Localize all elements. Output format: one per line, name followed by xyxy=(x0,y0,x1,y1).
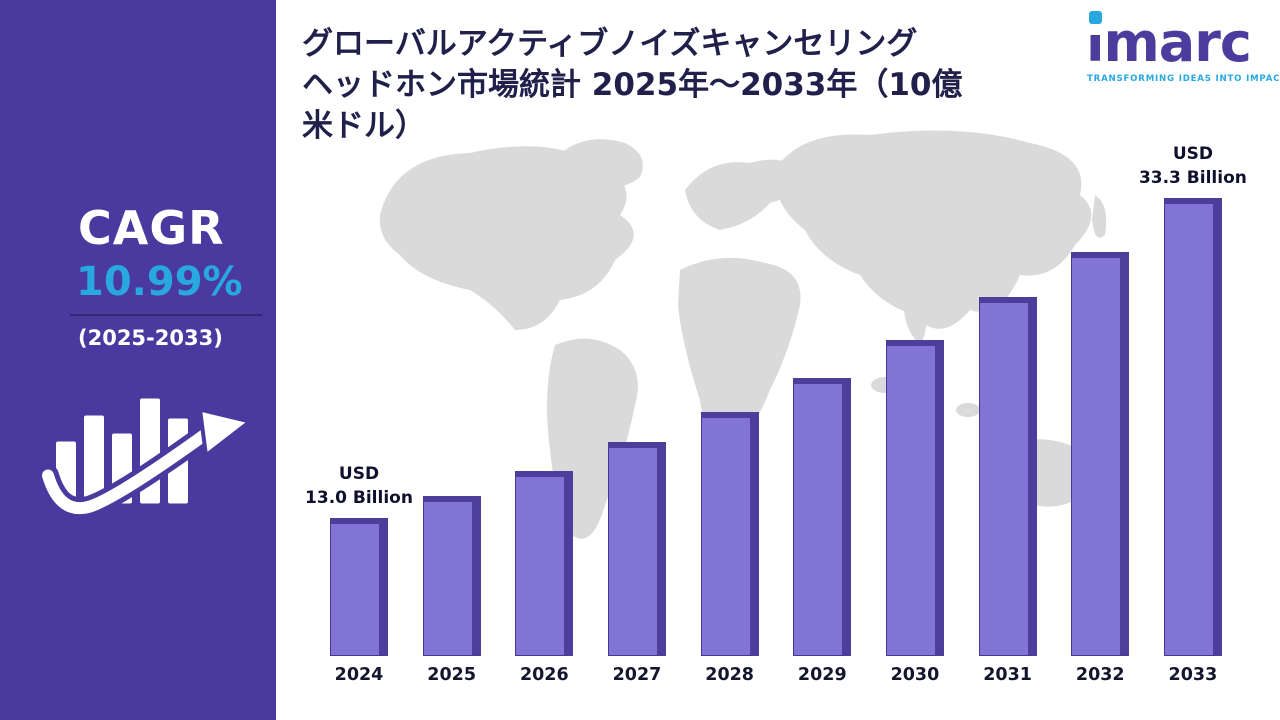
bar xyxy=(1071,252,1130,656)
cagr-label: CAGR xyxy=(78,201,225,255)
bar-column: 2027 xyxy=(607,442,666,687)
bar-column: 2025 xyxy=(422,496,481,687)
bar xyxy=(607,442,666,656)
chart-title-line-3: 米ドル） xyxy=(302,107,426,144)
bar xyxy=(515,471,574,656)
imarc-logo: imarc TRANSFORMING IDEAS INTO IMPACT xyxy=(1086,11,1280,106)
bar xyxy=(330,518,388,656)
bar xyxy=(1163,198,1222,656)
bar-column: USD 13.0 Billion 2024 xyxy=(305,462,413,687)
bar xyxy=(793,378,852,656)
bar-column: USD 33.3 Billion 2033 xyxy=(1139,142,1247,687)
growth-chart-arrow-icon xyxy=(40,398,255,520)
logo-i-dot-icon xyxy=(1089,11,1102,24)
bar-value-label: USD 13.0 Billion xyxy=(305,463,413,509)
x-axis-label: 2028 xyxy=(705,665,754,685)
sidebar: CAGR 10.99% (2025-2033) xyxy=(0,0,276,720)
chart-title-line-2: ヘッドホン市場統計 2025年～2033年（10億 xyxy=(302,66,963,103)
bar-column: 2029 xyxy=(793,378,852,687)
chart-title-line-1: グローバルアクティブノイズキャンセリング xyxy=(302,26,918,62)
x-axis-label: 2032 xyxy=(1075,665,1125,685)
bar-column: 2031 xyxy=(978,297,1037,687)
x-axis-label: 2033 xyxy=(1168,665,1218,685)
chart-title: グローバルアクティブノイズキャンセリング ヘッドホン市場統計 2025年～203… xyxy=(302,24,1092,147)
cagr-value: 10.99% xyxy=(76,259,243,305)
sidebar-divider xyxy=(70,314,262,316)
x-axis-label: 2026 xyxy=(519,665,569,685)
bar xyxy=(978,297,1037,656)
bar-value-label: USD 33.3 Billion xyxy=(1138,143,1247,189)
bar xyxy=(422,496,481,656)
bar-column: 2026 xyxy=(515,471,574,687)
x-axis-label: 2025 xyxy=(427,665,477,685)
x-axis-label: 2029 xyxy=(797,665,847,685)
bar xyxy=(700,412,759,656)
cagr-period: (2025-2033) xyxy=(78,326,223,350)
bar-column: 2032 xyxy=(1071,252,1130,687)
x-axis-label: 2031 xyxy=(983,665,1032,685)
bar xyxy=(885,340,944,656)
x-axis-label: 2024 xyxy=(334,665,384,685)
bar-chart: USD 13.0 Billion 2024 2025 2026 2027 2028 2029… xyxy=(305,112,1247,687)
logo-wordmark: imarc xyxy=(1086,11,1252,74)
x-axis-label: 2027 xyxy=(612,665,662,685)
bar-column: 2030 xyxy=(885,340,944,687)
bar-column: 2028 xyxy=(700,412,759,687)
logo-dot-cover xyxy=(1086,22,1104,35)
logo-tagline: TRANSFORMING IDEAS INTO IMPACT xyxy=(1087,74,1280,84)
x-axis-label: 2030 xyxy=(890,665,940,685)
